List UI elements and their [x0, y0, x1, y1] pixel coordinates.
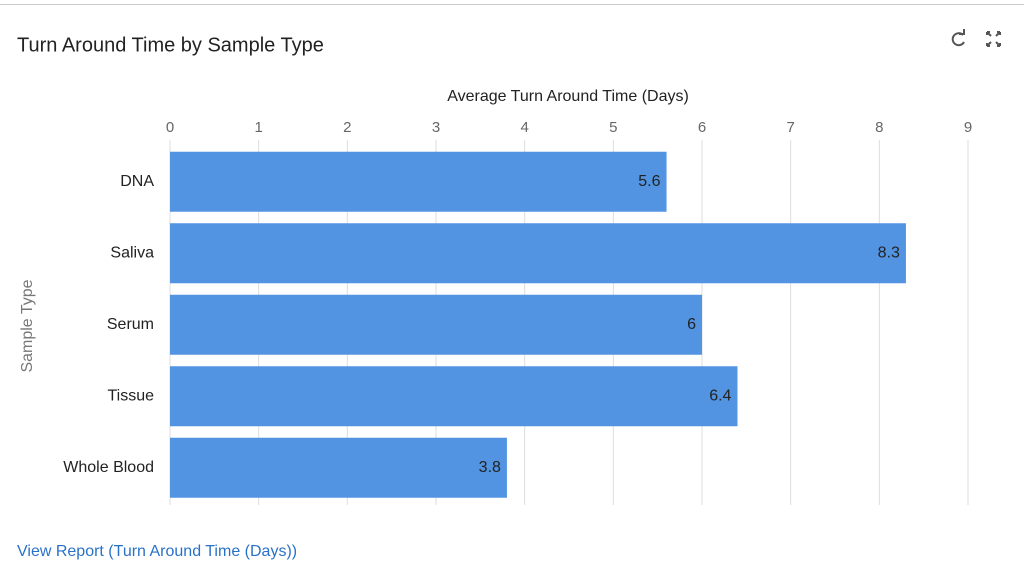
y-axis-title: Sample Type [19, 279, 36, 372]
x-tick-label: 4 [520, 119, 528, 136]
value-label: 6.4 [709, 387, 731, 404]
bar [170, 223, 906, 284]
refresh-icon[interactable] [951, 29, 965, 47]
y-tick-label: DNA [120, 173, 154, 190]
x-tick-label: 2 [343, 119, 351, 136]
y-tick-label: Whole Blood [63, 459, 154, 476]
y-tick-label: Tissue [107, 387, 154, 404]
x-tick-label: 3 [432, 119, 440, 136]
bar [170, 294, 702, 355]
bar [170, 437, 507, 498]
x-axis-title: Average Turn Around Time (Days) [447, 88, 689, 105]
widget-title: Turn Around Time by Sample Type [17, 34, 324, 56]
x-tick-label: 6 [698, 119, 706, 136]
y-tick-label: Serum [107, 316, 154, 333]
expand-icon[interactable] [986, 31, 1001, 47]
x-tick-label: 7 [786, 119, 794, 136]
view-report-link[interactable]: View Report (Turn Around Time (Days)) [17, 543, 298, 560]
x-tick-label: 5 [609, 119, 617, 136]
x-tick-label: 8 [875, 119, 883, 136]
value-label: 5.6 [638, 173, 660, 190]
x-tick-label: 0 [166, 119, 174, 136]
value-label: 3.8 [479, 459, 501, 476]
x-tick-label: 1 [254, 119, 262, 136]
value-label: 8.3 [878, 244, 900, 261]
y-tick-label: Saliva [110, 244, 154, 261]
value-label: 6 [687, 316, 696, 333]
bar [170, 151, 667, 212]
x-tick-label: 9 [964, 119, 972, 136]
bar [170, 366, 738, 427]
